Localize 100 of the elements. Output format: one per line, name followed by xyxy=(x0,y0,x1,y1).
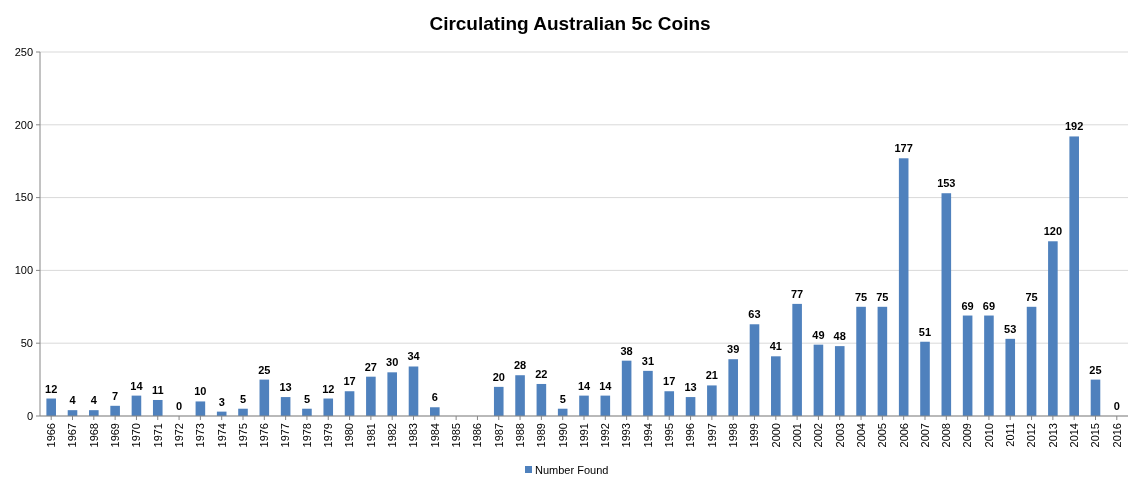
bar xyxy=(771,356,781,416)
data-label: 0 xyxy=(176,400,183,412)
x-tick-label: 1974 xyxy=(215,423,228,448)
x-tick-label: 1968 xyxy=(87,423,100,448)
x-tick-label: 1979 xyxy=(322,423,335,448)
bar xyxy=(962,315,973,416)
bar xyxy=(707,385,717,416)
x-tick-label: 2008 xyxy=(940,423,953,448)
bar xyxy=(1090,379,1101,416)
data-label: 53 xyxy=(1004,322,1017,335)
data-label: 39 xyxy=(727,343,740,356)
data-label: 28 xyxy=(513,359,527,372)
x-tick-label: 1972 xyxy=(172,423,185,448)
data-label: 69 xyxy=(982,299,996,312)
data-label: 20 xyxy=(492,370,505,383)
data-label: 38 xyxy=(620,344,633,357)
x-tick-label: 1986 xyxy=(471,423,484,448)
x-tick-label: 1998 xyxy=(727,423,740,448)
x-tick-label: 1980 xyxy=(343,423,356,448)
bar xyxy=(984,315,994,416)
bar xyxy=(877,306,888,416)
x-tick-label: 1994 xyxy=(641,423,654,448)
bar xyxy=(323,398,334,416)
bar xyxy=(664,391,675,416)
bar xyxy=(259,379,270,416)
x-tick-label: 1969 xyxy=(108,423,121,448)
bar xyxy=(941,193,952,416)
x-tick-label: 2005 xyxy=(876,423,889,448)
x-tick-label: 1984 xyxy=(428,423,441,448)
bar xyxy=(515,375,525,416)
data-label: 11 xyxy=(151,383,164,396)
data-label: 25 xyxy=(1089,363,1102,376)
bar xyxy=(920,341,930,416)
data-label: 6 xyxy=(431,391,438,404)
x-tick-label: 2002 xyxy=(812,423,825,448)
data-label: 31 xyxy=(641,354,655,367)
x-tick-label: 1977 xyxy=(279,423,292,448)
x-tick-label: 1976 xyxy=(258,423,271,448)
data-label: 48 xyxy=(833,330,846,343)
bar xyxy=(579,395,589,416)
data-label: 22 xyxy=(535,367,548,380)
data-label: 12 xyxy=(45,382,58,395)
data-label: 13 xyxy=(279,381,292,394)
data-label: 10 xyxy=(194,385,207,398)
data-label: 69 xyxy=(961,299,974,312)
data-label: 192 xyxy=(1065,120,1084,133)
x-tick-label: 2015 xyxy=(1089,423,1102,448)
data-label: 5 xyxy=(303,392,310,405)
x-tick-label: 1995 xyxy=(663,423,676,448)
x-tick-label: 1988 xyxy=(513,423,526,448)
data-label: 75 xyxy=(1025,290,1038,303)
y-tick-label: 50 xyxy=(20,337,33,350)
data-label: 5 xyxy=(559,392,566,405)
data-label: 5 xyxy=(239,392,247,405)
x-tick-label: 1999 xyxy=(748,423,761,448)
data-label: 3 xyxy=(218,395,225,408)
x-tick-label: 1987 xyxy=(492,423,505,448)
data-label: 177 xyxy=(894,142,913,155)
x-tick-label: 2007 xyxy=(918,423,931,448)
bar xyxy=(366,376,376,416)
bar xyxy=(621,360,632,416)
x-tick-label: 1967 xyxy=(66,423,79,448)
data-label: 25 xyxy=(258,363,271,376)
data-label: 75 xyxy=(854,290,868,303)
data-label: 12 xyxy=(322,382,335,395)
data-label: 13 xyxy=(684,381,697,394)
data-label: 4 xyxy=(69,394,77,407)
x-tick-label: 2000 xyxy=(769,423,782,448)
bar xyxy=(152,399,163,416)
bar xyxy=(792,303,802,416)
y-tick-label: 250 xyxy=(14,45,33,58)
bar xyxy=(536,383,547,416)
bar xyxy=(493,386,504,416)
x-tick-label: 1990 xyxy=(556,423,569,448)
x-tick-label: 2010 xyxy=(982,423,995,448)
x-tick-label: 1993 xyxy=(620,423,633,448)
x-tick-label: 1971 xyxy=(151,423,164,448)
x-tick-label: 1997 xyxy=(705,423,718,448)
data-label: 63 xyxy=(748,308,761,321)
y-tick-label: 150 xyxy=(14,191,33,204)
bar xyxy=(898,158,909,416)
y-tick-label: 100 xyxy=(14,264,33,277)
bar xyxy=(1069,136,1079,416)
data-label: 41 xyxy=(769,340,782,353)
bar xyxy=(195,401,206,416)
data-label: 75 xyxy=(876,290,889,303)
bar xyxy=(856,306,866,416)
data-label: 30 xyxy=(386,356,399,369)
data-label: 51 xyxy=(918,325,932,338)
bar xyxy=(1005,338,1016,416)
x-tick-label: 2003 xyxy=(833,423,846,448)
bar xyxy=(643,370,653,416)
data-label: 0 xyxy=(1113,400,1120,412)
x-tick-label: 1982 xyxy=(386,423,399,448)
x-tick-label: 2009 xyxy=(961,423,974,448)
data-label: 120 xyxy=(1043,225,1063,238)
data-label: 77 xyxy=(791,287,804,300)
data-label: 7 xyxy=(112,389,119,402)
data-label: 34 xyxy=(407,350,421,363)
data-label: 17 xyxy=(663,375,676,388)
